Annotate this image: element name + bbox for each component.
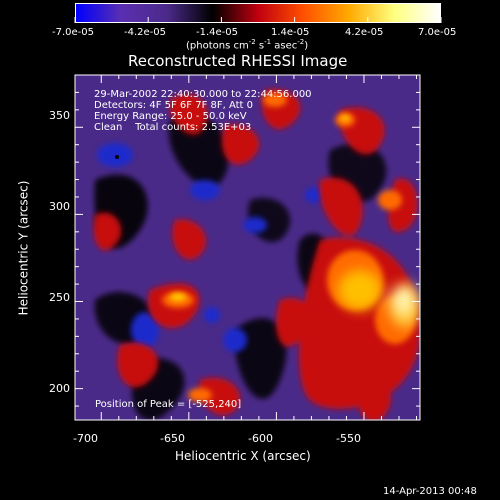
colorbar-ticks [74,17,442,23]
x-axis-label: Heliocentric X (arcsec) [175,449,311,463]
colorbar-tick-6: 7.0e-05 [418,27,457,38]
annotation-block: 29-Mar-2002 22:40:30.000 to 22:44:56.000… [94,89,312,133]
y-tick-label-4: 200 [49,382,70,395]
annotation-energy-range: Energy Range: 25.0 - 50.0 keV [94,111,247,122]
y-tick-label-1: 350 [49,109,70,122]
colorbar-tick-4: 1.4e-05 [271,27,310,38]
colorbar-tick-2: -4.2e-05 [124,27,166,38]
annotation-detectors: Detectors: 4F 5F 6F 7F 8F, Att 0 [94,100,254,111]
colorbar-tick-3: -1.4e-05 [196,27,238,38]
generated-timestamp: 14-Apr-2013 00:48 [383,486,477,497]
colorbar-gradient [76,4,440,22]
y-tick-label-3: 250 [49,291,70,304]
y-tick-label-2: 300 [49,200,70,213]
x-axis-ticks [100,75,417,420]
x-tick-label-2: -650 [160,432,185,445]
colorbar [75,3,441,23]
x-tick-label-4: -550 [336,432,361,445]
peak-position-label: Position of Peak = [-525,240] [95,399,242,410]
plot-frame [74,74,421,421]
y-axis-label: Heliocentric Y (arcsec) [16,180,31,316]
annotation-time-range: 29-Mar-2002 22:40:30.000 to 22:44:56.000 [94,89,312,100]
plot-title: Reconstructed RHESSI Image [128,52,348,70]
colorbar-tick-5: 4.2e-05 [345,27,384,38]
annotation-total-counts: Clean Total counts: 2.53E+03 [94,122,252,133]
colorbar-units: (photons cm-2 s-1 asec-2) [186,38,309,52]
y-axis-ticks [75,74,420,407]
x-tick-label-3: -600 [248,432,273,445]
x-tick-label-1: -700 [73,432,98,445]
colorbar-tick-1: -7.0e-05 [52,27,94,38]
image-map [75,75,420,420]
